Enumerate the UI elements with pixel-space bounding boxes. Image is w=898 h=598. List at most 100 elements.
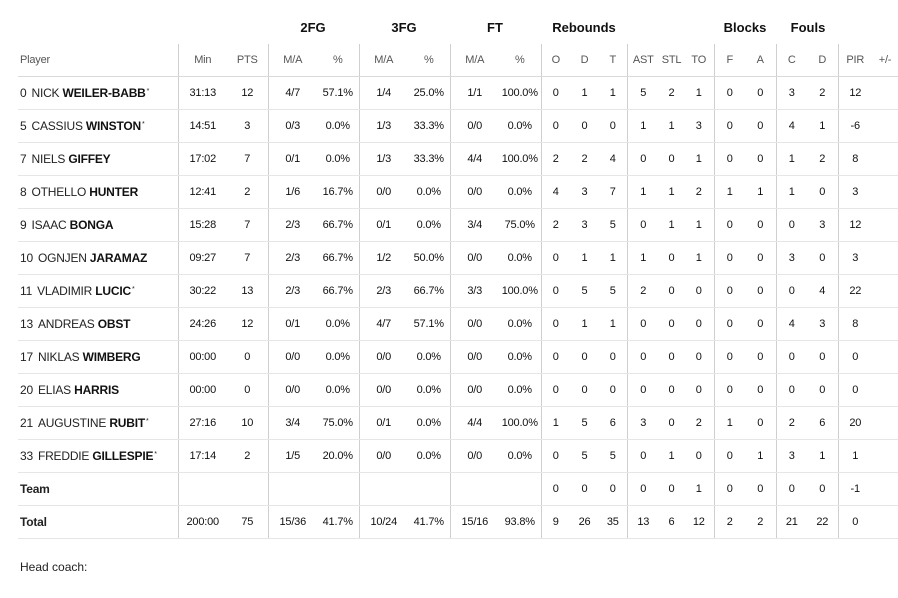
stat-pir: 0: [837, 505, 872, 539]
stat-blk-f: 0: [713, 373, 745, 407]
player-row[interactable]: 9 ISAAC BONGA 15:28 7 2/3 66.7% 0/1 0.0% 3/4 75.0…: [18, 208, 898, 242]
stat-fg2-ma: 2/3: [267, 274, 317, 308]
player-row[interactable]: 7 NIELS GIFFEY 17:02 7 0/1 0.0% 1/3 33.3% 4/4 100…: [18, 142, 898, 176]
stat-fg2-pct: [317, 472, 359, 506]
stat-fg2-ma: 0/3: [267, 109, 317, 143]
stat-fg3-ma: 4/7: [358, 307, 408, 341]
stat-ast: 0: [626, 142, 659, 176]
player-row[interactable]: 11 VLADIMIR LUCIC* 30:22 13 2/3 66.7% 2/3 66.7%…: [18, 274, 898, 308]
stat-fg2-pct: 16.7%: [317, 175, 359, 209]
player-row[interactable]: 8 OTHELLO HUNTER 12:41 2 1/6 16.7% 0/0 0.0% 0/0 0…: [18, 175, 898, 209]
stat-fg3-pct: 33.3%: [408, 142, 450, 176]
stat-foul-d: 1: [807, 109, 838, 143]
player-cell[interactable]: 11 VLADIMIR LUCIC*: [18, 274, 178, 308]
stat-ft-pct: 93.8%: [499, 505, 541, 539]
player-row[interactable]: 5 CASSIUS WINSTON* 14:51 3 0/3 0.0% 1/3 33.3% 0/…: [18, 109, 898, 143]
stat-foul-c: 0: [775, 373, 807, 407]
stat-reb-d: 26: [570, 505, 599, 539]
col-plus-minus: +/-: [872, 44, 898, 77]
stat-reb-t: 1: [599, 307, 627, 341]
stat-ast: 3: [626, 406, 659, 440]
stat-blk-a: 0: [745, 208, 776, 242]
total-row: Total 200:00 75 15/36 41.7% 10/24 41.7% 15/16 93…: [18, 505, 898, 539]
stat-blk-a: 0: [745, 76, 776, 110]
stat-stl: 1: [659, 439, 684, 473]
stat-blk-f: 1: [713, 406, 745, 440]
stat-ft-pct: 75.0%: [499, 208, 541, 242]
stat-pm: [872, 109, 898, 143]
stat-ft-ma: 0/0: [449, 307, 499, 341]
stat-blk-a: 1: [745, 175, 776, 209]
stat-pts: 2: [227, 175, 268, 209]
stat-ft-pct: 0.0%: [499, 175, 541, 209]
stat-pm: [872, 307, 898, 341]
stat-reb-d: 0: [570, 373, 599, 407]
stat-foul-c: 2: [775, 406, 807, 440]
stat-foul-c: 0: [775, 340, 807, 374]
stat-reb-d: 1: [570, 76, 599, 110]
stat-fg2-ma: 1/6: [267, 175, 317, 209]
stats-body: 0 NICK WEILER-BABB* 31:13 12 4/7 57.1% 1/4 25.0…: [18, 76, 898, 539]
stat-stl: 6: [659, 505, 684, 539]
stat-pir: 22: [837, 274, 872, 308]
stat-foul-d: 1: [807, 439, 838, 473]
player-row[interactable]: 10 OGNJEN JARAMAZ 09:27 7 2/3 66.7% 1/2 50.0% 0/…: [18, 241, 898, 275]
player-cell[interactable]: 21 AUGUSTINE RUBIT*: [18, 406, 178, 440]
stat-stl: 1: [659, 109, 684, 143]
player-row[interactable]: 20 ELIAS HARRIS 00:00 0 0/0 0.0% 0/0 0.0% 0/0 0.0…: [18, 373, 898, 407]
stat-reb-o: 0: [540, 439, 570, 473]
player-cell[interactable]: 9 ISAAC BONGA: [18, 208, 178, 242]
stat-stl: 1: [659, 175, 684, 209]
player-row[interactable]: 33 FREDDIE GILLESPIE* 17:14 2 1/5 20.0% 0/0 0.0…: [18, 439, 898, 473]
stat-foul-c: 0: [775, 274, 807, 308]
stat-blk-a: 0: [745, 241, 776, 275]
stat-fg2-ma: 15/36: [267, 505, 317, 539]
player-first-name: ISAAC: [31, 218, 67, 232]
stat-foul-d: 22: [807, 505, 838, 539]
player-last-name: HUNTER: [89, 185, 139, 199]
stat-pm: [872, 472, 898, 506]
stat-foul-c: 0: [775, 208, 807, 242]
stat-ft-ma: 4/4: [449, 142, 499, 176]
stat-pts: 7: [227, 142, 268, 176]
player-row[interactable]: 17 NIKLAS WIMBERG 00:00 0 0/0 0.0% 0/0 0.0% 0/0 0…: [18, 340, 898, 374]
stat-to: 0: [684, 307, 714, 341]
player-number: 21: [20, 416, 33, 430]
stat-to: 0: [684, 340, 714, 374]
player-cell[interactable]: 20 ELIAS HARRIS: [18, 373, 178, 407]
stat-to: 1: [684, 142, 714, 176]
stat-fg3-pct: 41.7%: [408, 505, 450, 539]
player-cell[interactable]: 5 CASSIUS WINSTON*: [18, 109, 178, 143]
stat-pm: [872, 208, 898, 242]
player-row[interactable]: 13 ANDREAS OBST 24:26 12 0/1 0.0% 4/7 57.1% 0/0 0…: [18, 307, 898, 341]
stat-min: 17:14: [177, 439, 227, 473]
stat-pts: 7: [227, 241, 268, 275]
stat-blk-f: 0: [713, 109, 745, 143]
player-number: 5: [20, 119, 27, 133]
player-cell[interactable]: 33 FREDDIE GILLESPIE*: [18, 439, 178, 473]
stat-ast: 0: [626, 340, 659, 374]
stat-foul-c: 21: [775, 505, 807, 539]
stat-pir: 12: [837, 76, 872, 110]
player-cell[interactable]: 17 NIKLAS WIMBERG: [18, 340, 178, 374]
player-row[interactable]: 0 NICK WEILER-BABB* 31:13 12 4/7 57.1% 1/4 25.0…: [18, 76, 898, 110]
col-reb-d: D: [570, 44, 599, 77]
player-cell[interactable]: 7 NIELS GIFFEY: [18, 142, 178, 176]
stat-foul-d: 2: [807, 76, 838, 110]
player-row[interactable]: 21 AUGUSTINE RUBIT* 27:16 10 3/4 75.0% 0/1 0.0%…: [18, 406, 898, 440]
stat-fg3-pct: 0.0%: [408, 340, 450, 374]
stat-fg3-pct: 25.0%: [408, 76, 450, 110]
stat-foul-d: 3: [807, 208, 838, 242]
stat-fg2-ma: [267, 472, 317, 506]
player-cell[interactable]: 0 NICK WEILER-BABB*: [18, 76, 178, 110]
player-cell[interactable]: 8 OTHELLO HUNTER: [18, 175, 178, 209]
starter-mark: *: [154, 451, 157, 458]
stat-fg3-ma: 0/1: [358, 406, 408, 440]
stat-stl: 1: [659, 208, 684, 242]
player-cell[interactable]: 10 OGNJEN JARAMAZ: [18, 241, 178, 275]
player-cell[interactable]: 13 ANDREAS OBST: [18, 307, 178, 341]
stat-fg2-pct: 66.7%: [317, 274, 359, 308]
stat-ast: 13: [626, 505, 659, 539]
stat-fg2-ma: 4/7: [267, 76, 317, 110]
stat-fg2-ma: 1/5: [267, 439, 317, 473]
